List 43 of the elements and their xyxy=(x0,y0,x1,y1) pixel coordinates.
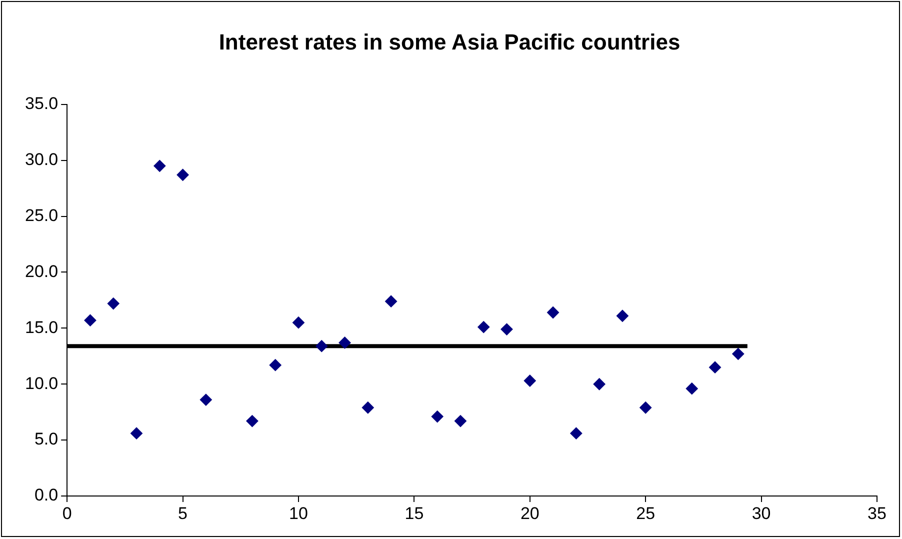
chart-title: Interest rates in some Asia Pacific countries xyxy=(218,29,680,54)
point xyxy=(431,410,444,423)
point xyxy=(524,374,536,387)
x-tick-label: 20 xyxy=(520,504,540,524)
point xyxy=(84,314,96,326)
x-tick-label: 15 xyxy=(404,504,424,524)
x-tick-label: 25 xyxy=(636,504,656,524)
point xyxy=(107,298,120,310)
point xyxy=(385,295,398,308)
point xyxy=(593,378,606,390)
point xyxy=(316,340,328,352)
point xyxy=(246,415,258,428)
y-tick-label: 35.0 xyxy=(24,94,58,114)
y-tick-label: 10.0 xyxy=(24,374,58,393)
x-tick-label: 10 xyxy=(289,504,308,524)
point xyxy=(732,348,744,360)
x-tick-label: 0 xyxy=(62,504,72,524)
x-tick-label: 5 xyxy=(178,504,188,524)
point xyxy=(616,310,628,322)
point xyxy=(292,316,304,329)
point xyxy=(570,427,582,440)
point xyxy=(130,427,143,440)
point xyxy=(454,415,466,428)
y-tick-label: 15.0 xyxy=(24,318,58,337)
point xyxy=(362,402,374,414)
point xyxy=(547,306,560,319)
point xyxy=(176,168,189,181)
x-tick-label: 30 xyxy=(752,504,771,524)
point xyxy=(478,321,490,334)
x-tick-label: 35 xyxy=(868,504,886,524)
y-tick-label: 20.0 xyxy=(24,262,58,281)
point xyxy=(686,382,698,395)
point xyxy=(338,336,351,349)
y-tick-label: 5.0 xyxy=(34,430,58,449)
point xyxy=(200,394,212,406)
y-tick-label: 0.0 xyxy=(34,486,58,505)
point xyxy=(709,361,722,374)
y-tick-label: 25.0 xyxy=(24,206,58,225)
point xyxy=(500,323,513,336)
point xyxy=(154,160,166,172)
point xyxy=(269,359,282,372)
y-tick-label: 30.0 xyxy=(24,150,58,170)
point xyxy=(640,402,652,414)
